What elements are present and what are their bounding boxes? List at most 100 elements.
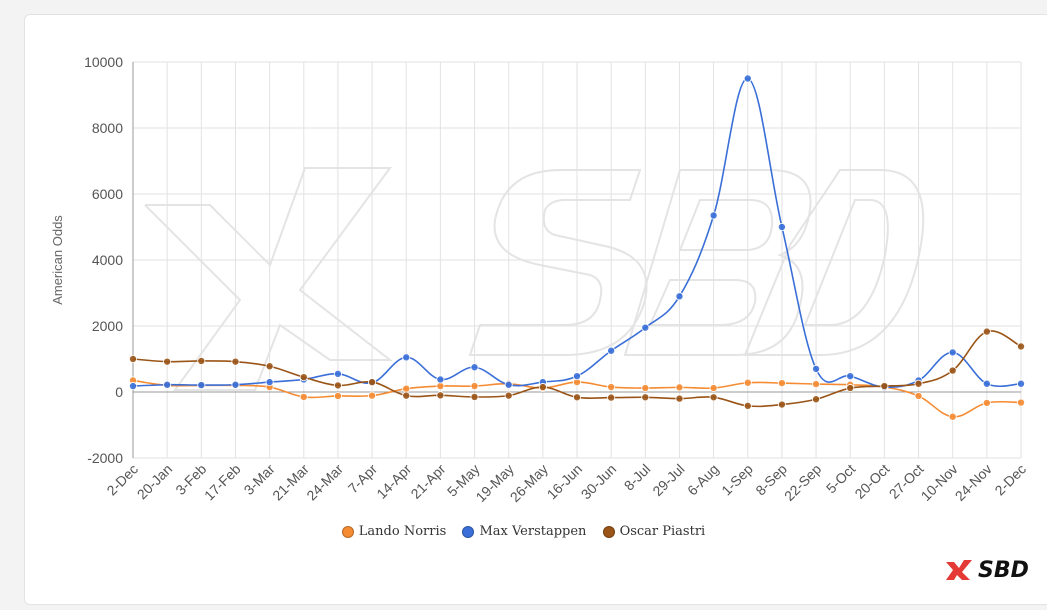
data-point [675, 383, 684, 392]
data-point [470, 392, 479, 401]
y-tick-label: 10000 [84, 54, 123, 70]
x-tick-label: 20-Oct [851, 461, 892, 502]
data-point [1017, 342, 1026, 351]
y-tick-label: 2000 [92, 318, 123, 334]
data-point [538, 383, 547, 392]
data-point [846, 384, 855, 393]
x-tick-label: 24-Mar [303, 461, 346, 504]
data-point [504, 380, 513, 389]
x-tick-label: 8-Jul [621, 461, 654, 494]
x-tick-label: 14-Apr [373, 461, 414, 502]
data-point [743, 401, 752, 410]
data-point [948, 366, 957, 375]
x-axis-ticks: 2-Dec20-Jan3-Feb17-Feb3-Mar21-Mar24-Mar7… [103, 461, 1029, 506]
x-tick-label: 20-Jan [134, 461, 176, 503]
data-point [812, 380, 821, 389]
data-point [607, 346, 616, 355]
x-tick-label: 6-Aug [684, 461, 722, 499]
data-point [402, 391, 411, 400]
x-tick-label: 22-Sep [781, 461, 824, 504]
x-tick-label: 26-May [507, 461, 551, 505]
y-tick-label: 8000 [92, 120, 123, 136]
legend-marker [602, 525, 615, 538]
data-point [333, 369, 342, 378]
data-point [709, 393, 718, 402]
data-point [231, 380, 240, 389]
legend-item-lando-norris[interactable]: Lando Norris [341, 524, 446, 539]
data-point [812, 395, 821, 404]
data-point [231, 357, 240, 366]
data-point [675, 292, 684, 301]
x-tick-label: 21-Apr [407, 461, 448, 502]
legend-label: Oscar Piastri [619, 524, 706, 539]
data-point [197, 356, 206, 365]
data-point [265, 378, 274, 387]
data-point [812, 364, 821, 373]
data-point [1017, 379, 1026, 388]
data-point [163, 357, 172, 366]
legend-item-max-verstappen[interactable]: Max Verstappen [462, 524, 586, 539]
legend-label: Max Verstappen [479, 524, 587, 539]
data-point [914, 379, 923, 388]
x-tick-label: 16-Jun [544, 461, 586, 503]
grid-lines [132, 61, 1022, 459]
data-point [402, 353, 411, 362]
data-point [675, 394, 684, 403]
data-point [777, 379, 786, 388]
x-tick-label: 30-Jun [578, 461, 620, 503]
data-point [709, 384, 718, 393]
y-axis-label: American Odds [50, 215, 65, 305]
data-point [607, 393, 616, 402]
data-point [607, 383, 616, 392]
data-point [914, 391, 923, 400]
data-point [573, 372, 582, 381]
data-point [641, 323, 650, 332]
x-tick-label: 21-Mar [269, 461, 312, 504]
series-oscar-piastri [128, 327, 1026, 410]
data-point [436, 391, 445, 400]
chart-legend: Lando Norris Max Verstappen Oscar Piastr… [0, 524, 1047, 542]
x-tick-label: 29-Jul [649, 461, 687, 499]
data-point [436, 375, 445, 384]
x-tick-label: 24-Nov [952, 461, 995, 504]
legend-marker [462, 525, 475, 538]
y-axis-ticks: -2000 0 2000 4000 6000 8000 10000 [84, 54, 123, 466]
data-point [982, 398, 991, 407]
data-point [641, 384, 650, 393]
data-point [948, 348, 957, 357]
sbd-logo-mark-icon [946, 560, 972, 580]
legend-marker [341, 525, 354, 538]
data-point [641, 393, 650, 402]
data-point [197, 381, 206, 390]
legend-item-oscar-piastri[interactable]: Oscar Piastri [602, 524, 706, 539]
y-tick-label: 4000 [92, 252, 123, 268]
data-point [163, 380, 172, 389]
data-point [333, 381, 342, 390]
x-tick-label: 2-Dec [991, 461, 1029, 499]
data-point [436, 382, 445, 391]
data-point [368, 378, 377, 387]
data-point [128, 382, 137, 391]
data-point [1017, 398, 1026, 407]
data-point [402, 384, 411, 393]
x-tick-label: 10-Nov [918, 461, 961, 504]
y-tick-label: 6000 [92, 186, 123, 202]
data-point [470, 363, 479, 372]
y-tick-label: 0 [115, 384, 123, 400]
data-point [573, 393, 582, 402]
data-point [128, 354, 137, 363]
data-point [299, 392, 308, 401]
sbd-logo: SBD [944, 555, 1034, 585]
data-point [504, 391, 513, 400]
x-tick-label: 1-Sep [718, 461, 756, 499]
y-tick-label: -2000 [87, 450, 123, 466]
data-point [777, 400, 786, 409]
data-point [265, 362, 274, 371]
data-point [982, 327, 991, 336]
brand-name: SBD [978, 557, 1029, 583]
data-point [470, 382, 479, 391]
data-point [880, 382, 889, 391]
data-point [709, 211, 718, 220]
data-point [777, 222, 786, 231]
